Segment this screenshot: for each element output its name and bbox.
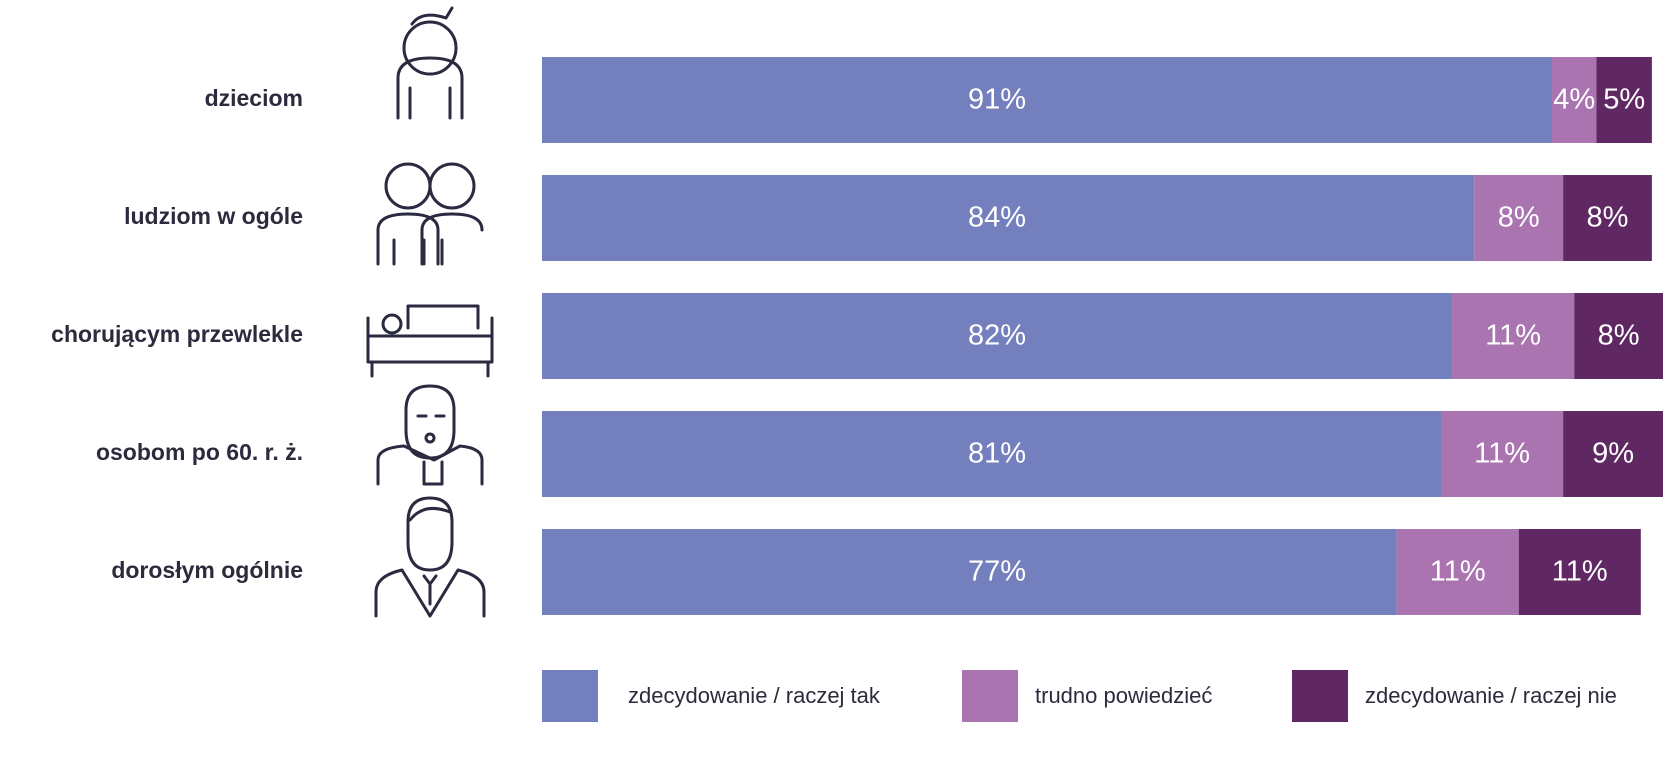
value-label: 8% (1598, 320, 1640, 352)
bar-segment (542, 529, 1397, 615)
bar-segment (1474, 175, 1564, 261)
icon-adult (374, 496, 486, 618)
legend-label: zdecydowanie / raczej tak (628, 683, 881, 708)
value-label: 11% (1552, 556, 1608, 588)
bar-segment (1452, 293, 1575, 379)
category-label: dorosłym ogólnie (111, 557, 303, 583)
legend-label: zdecydowanie / raczej nie (1365, 683, 1617, 708)
icon-child (396, 6, 464, 120)
value-label: 9% (1592, 438, 1634, 470)
category-label: osobom po 60. r. ż. (96, 439, 303, 465)
value-label: 91% (968, 84, 1026, 116)
category-label: dzieciom (205, 85, 303, 111)
legend-swatch (1292, 670, 1348, 722)
category-label: chorującym przewlekle (51, 321, 303, 347)
value-label: 84% (968, 202, 1026, 234)
icon-people (376, 162, 484, 266)
icon-bed (366, 304, 494, 378)
bar-segment (1563, 175, 1652, 261)
category-label: ludziom w ogóle (124, 203, 303, 229)
value-label: 81% (968, 438, 1026, 470)
bar-segment (542, 293, 1453, 379)
bar-segment (1574, 293, 1663, 379)
bar-segment (1396, 529, 1519, 615)
value-label: 8% (1498, 202, 1540, 234)
value-label: 11% (1485, 320, 1541, 352)
value-label: 77% (968, 556, 1026, 588)
bar-segment (1441, 411, 1564, 497)
bar-segment (542, 411, 1442, 497)
value-label: 11% (1430, 556, 1486, 588)
icon-elder (376, 384, 484, 486)
bar-segment (542, 175, 1475, 261)
bar-segment (1518, 529, 1641, 615)
bar-segment (1596, 57, 1652, 143)
legend-swatch (542, 670, 598, 722)
legend-label: trudno powiedzieć (1035, 683, 1212, 708)
legend-swatch (962, 670, 1018, 722)
value-label: 82% (968, 320, 1026, 352)
value-label: 5% (1603, 84, 1645, 116)
bar-segment (542, 57, 1553, 143)
value-label: 4% (1553, 84, 1595, 116)
bar-segment (1563, 411, 1663, 497)
value-label: 11% (1474, 438, 1530, 470)
value-label: 8% (1587, 202, 1629, 234)
bar-segment (1552, 57, 1597, 143)
